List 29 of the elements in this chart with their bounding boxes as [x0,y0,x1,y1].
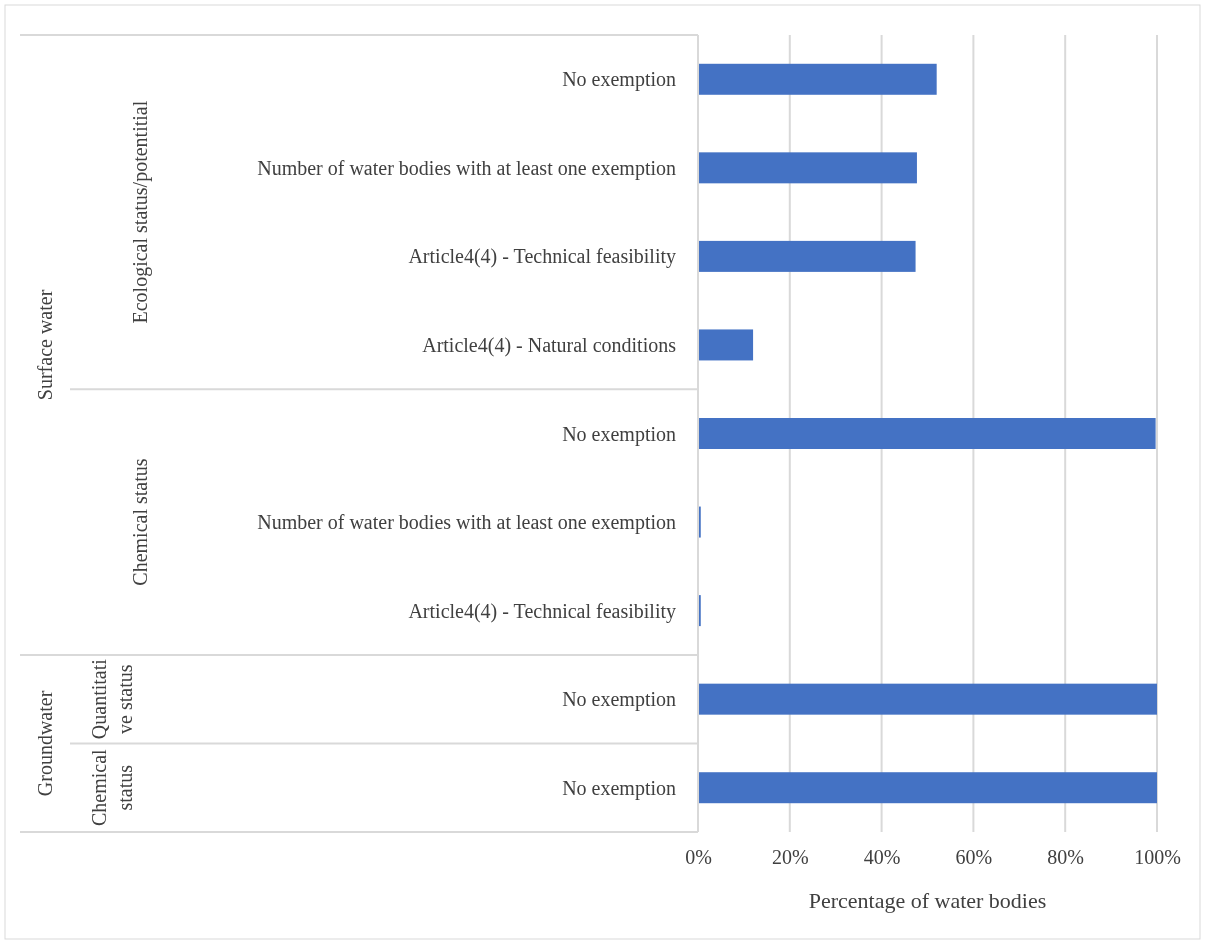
y-tick-label: No exemption [562,776,676,800]
bar [698,152,917,184]
bar [698,240,916,272]
bar [698,772,1157,804]
bar [698,418,1156,449]
bar [698,63,937,95]
y-tick-label: Article4(4) - Natural conditions [422,333,677,357]
x-axis-title: Percentage of water bodies [808,888,1047,913]
bar [698,683,1157,715]
y-tick-label: No exemption [562,422,676,446]
x-tick-label: 40% [863,846,901,869]
text: Ecological status/potentitial [129,100,152,324]
y-tick-label: No exemption [562,688,676,712]
y-tick-label: Number of water bodies with at least one exemption [257,156,676,180]
y-tick-label: Number of water bodies with at least one exemption [257,511,676,535]
text: Chemical status [88,748,136,827]
x-tick-label: 0% [685,846,712,869]
x-tick-label: 80% [1047,846,1085,869]
text: Surface water [34,289,56,401]
y-tick-label: Article4(4) - Technical feasibility [408,599,676,623]
text: Quantitative status [88,658,136,740]
text: Chemical status [129,458,151,586]
y-tick-label: No exemption [562,68,676,92]
x-tick-label: 20% [771,846,809,869]
bar [698,329,754,361]
x-tick-label: 60% [955,846,993,869]
y-tick-label: Article4(4) - Technical feasibility [408,245,676,269]
text: Groundwater [34,690,56,797]
x-tick-label: 100% [1134,846,1181,869]
